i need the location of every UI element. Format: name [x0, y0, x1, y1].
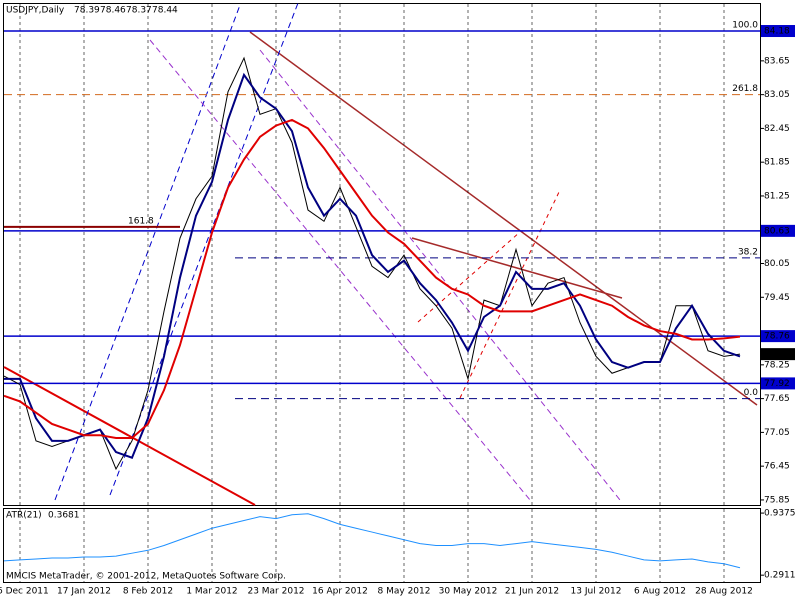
y-tick-label: 79.45 — [764, 293, 790, 303]
fib-label: 261.8 — [732, 84, 758, 94]
trendline — [411, 237, 623, 299]
level-box — [761, 330, 795, 343]
x-tick-label: 13 Jul 2012 — [571, 587, 622, 597]
level-label: 100.0 — [732, 21, 758, 31]
channel-line — [54, 4, 241, 501]
x-tick-label: 26 Dec 2011 — [0, 587, 49, 597]
series-line — [3, 118, 741, 440]
x-tick-label: 21 Jun 2012 — [505, 587, 559, 597]
x-tick-label: 6 Aug 2012 — [634, 587, 686, 597]
x-tick-label: 16 Apr 2012 — [312, 587, 368, 597]
channel-line — [109, 2, 299, 496]
channel-line — [459, 189, 561, 399]
indicator-tick-label: 0.9375 — [764, 509, 796, 519]
indicator-tick-label: 0.2911 — [764, 571, 796, 581]
y-tick-label: 83.05 — [764, 90, 790, 100]
channel-line — [417, 231, 521, 323]
x-tick-label: 8 Feb 2012 — [123, 587, 173, 597]
indicator-last: 0.3681 — [48, 511, 80, 521]
header-open: 78.39 — [74, 6, 100, 16]
header-close: 78.44 — [152, 6, 178, 16]
footer: MMCIS MetaTrader, © 2001-2012, MetaQuote… — [6, 572, 286, 582]
level-value: 80.63 — [764, 226, 790, 236]
indicator-line — [3, 513, 741, 569]
x-tick-label: 8 May 2012 — [378, 587, 431, 597]
channel-line — [259, 49, 621, 501]
level-value: 78.76 — [764, 332, 790, 342]
header-low: 78.37 — [126, 6, 152, 16]
current-price: 78.44 — [764, 350, 790, 360]
x-tick-label: 23 Mar 2012 — [247, 587, 304, 597]
trendline — [3, 366, 256, 506]
y-tick-label: 78.25 — [764, 360, 790, 370]
y-tick-label: 80.05 — [764, 259, 790, 269]
x-tick-label: 30 May 2012 — [439, 587, 498, 597]
y-tick-label: 82.45 — [764, 124, 790, 134]
price-box — [761, 348, 795, 361]
y-tick-label: 76.45 — [764, 462, 790, 472]
x-tick-label: 17 Jan 2012 — [57, 587, 111, 597]
header-symbol: USDJPY,Daily — [6, 6, 65, 16]
y-tick-label: 77.05 — [764, 428, 790, 438]
y-tick-label: 81.85 — [764, 158, 790, 168]
fib-label: 0.0 — [744, 388, 759, 398]
fib-label: 38.2 — [738, 247, 758, 257]
main-frame — [3, 3, 761, 506]
level-value: 84.18 — [764, 27, 790, 37]
x-tick-label: 1 Mar 2012 — [186, 587, 237, 597]
series-line — [4, 72, 741, 459]
level-box — [761, 377, 795, 390]
fib-label: 161.8 — [128, 216, 154, 226]
header-high: 78.46 — [100, 6, 126, 16]
level-value: 77.92 — [764, 379, 790, 389]
indicator-frame — [3, 508, 761, 583]
y-tick-label: 75.85 — [764, 495, 790, 505]
level-box — [761, 25, 795, 38]
level-box — [761, 224, 795, 237]
series-line — [3, 56, 741, 471]
x-tick-label: 28 Aug 2012 — [695, 587, 753, 597]
y-tick-label: 83.65 — [764, 56, 790, 66]
y-tick-label: 77.65 — [764, 394, 790, 404]
indicator-name: ATR(21) — [6, 511, 42, 521]
y-tick-label: 81.25 — [764, 191, 790, 201]
